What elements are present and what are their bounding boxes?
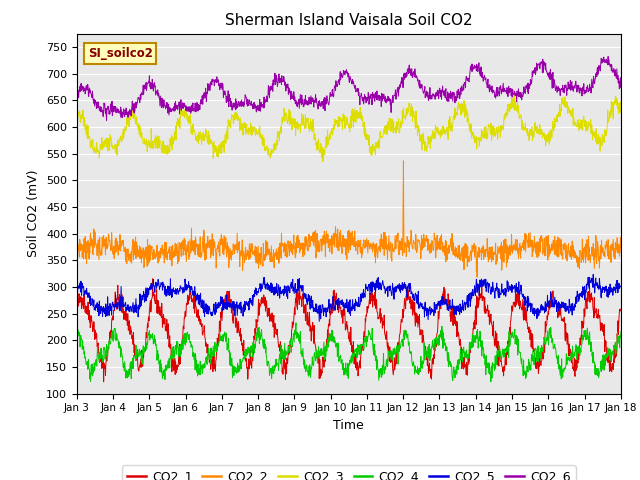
- CO2_5: [325, 297, 333, 302]
- CO2_2: [383, 247, 390, 252]
- CO2_4: [383, 362, 390, 368]
- Line: CO2_6: CO2_6: [77, 57, 621, 121]
- CO2_2: [137, 248, 145, 253]
- CO2_1: [316, 357, 323, 362]
- CO2_1: [149, 276, 157, 282]
- CO2_4: [617, 329, 625, 335]
- CO2_6: [138, 90, 145, 96]
- CO2_5: [73, 290, 81, 296]
- CO2_2: [115, 243, 123, 249]
- CO2_6: [617, 78, 625, 84]
- CO2_1: [326, 317, 333, 323]
- CO2_4: [292, 320, 300, 326]
- CO2_4: [316, 350, 323, 356]
- Title: Sherman Island Vaisala Soil CO2: Sherman Island Vaisala Soil CO2: [225, 13, 472, 28]
- CO2_4: [304, 370, 312, 376]
- CO2_2: [315, 240, 323, 245]
- CO2_2: [473, 275, 481, 280]
- CO2_4: [137, 353, 145, 359]
- CO2_3: [510, 90, 518, 96]
- CO2_4: [115, 339, 123, 345]
- CO2_1: [100, 379, 108, 384]
- CO2_5: [617, 284, 625, 290]
- CO2_3: [304, 120, 312, 125]
- CO2_6: [316, 103, 323, 108]
- Line: CO2_4: CO2_4: [77, 323, 621, 382]
- CO2_3: [617, 110, 625, 116]
- CO2_3: [73, 120, 81, 126]
- CO2_2: [617, 250, 625, 255]
- CO2_3: [325, 134, 333, 140]
- Text: SI_soilco2: SI_soilco2: [88, 47, 152, 60]
- CO2_2: [73, 233, 81, 239]
- CO2_6: [383, 96, 390, 102]
- CO2_4: [73, 334, 81, 340]
- Line: CO2_1: CO2_1: [77, 279, 621, 382]
- CO2_3: [115, 143, 123, 148]
- X-axis label: Time: Time: [333, 419, 364, 432]
- CO2_6: [73, 93, 81, 98]
- CO2_5: [316, 319, 323, 324]
- Line: CO2_5: CO2_5: [77, 275, 621, 322]
- Y-axis label: Soil CO2 (mV): Soil CO2 (mV): [28, 170, 40, 257]
- CO2_4: [487, 379, 495, 384]
- CO2_6: [325, 101, 333, 107]
- CO2_1: [383, 342, 391, 348]
- CO2_6: [604, 54, 612, 60]
- Legend: CO2_1, CO2_2, CO2_3, CO2_4, CO2_5, CO2_6: CO2_1, CO2_2, CO2_3, CO2_4, CO2_5, CO2_6: [122, 465, 576, 480]
- CO2_6: [102, 118, 110, 124]
- Line: CO2_2: CO2_2: [77, 161, 621, 277]
- CO2_3: [315, 141, 323, 146]
- CO2_5: [304, 300, 312, 305]
- CO2_3: [319, 158, 326, 164]
- CO2_2: [399, 158, 407, 164]
- CO2_5: [315, 303, 323, 309]
- Line: CO2_3: CO2_3: [77, 93, 621, 161]
- CO2_4: [325, 339, 333, 345]
- CO2_1: [138, 364, 145, 370]
- CO2_5: [589, 272, 597, 277]
- CO2_2: [325, 238, 333, 244]
- CO2_3: [137, 132, 145, 137]
- CO2_6: [115, 108, 123, 114]
- CO2_5: [383, 288, 390, 293]
- CO2_6: [304, 102, 312, 108]
- CO2_5: [115, 300, 123, 306]
- CO2_1: [305, 323, 312, 328]
- CO2_1: [115, 303, 123, 309]
- CO2_5: [137, 303, 145, 309]
- CO2_3: [383, 124, 390, 130]
- CO2_2: [304, 243, 312, 249]
- CO2_1: [73, 307, 81, 313]
- CO2_1: [617, 307, 625, 312]
